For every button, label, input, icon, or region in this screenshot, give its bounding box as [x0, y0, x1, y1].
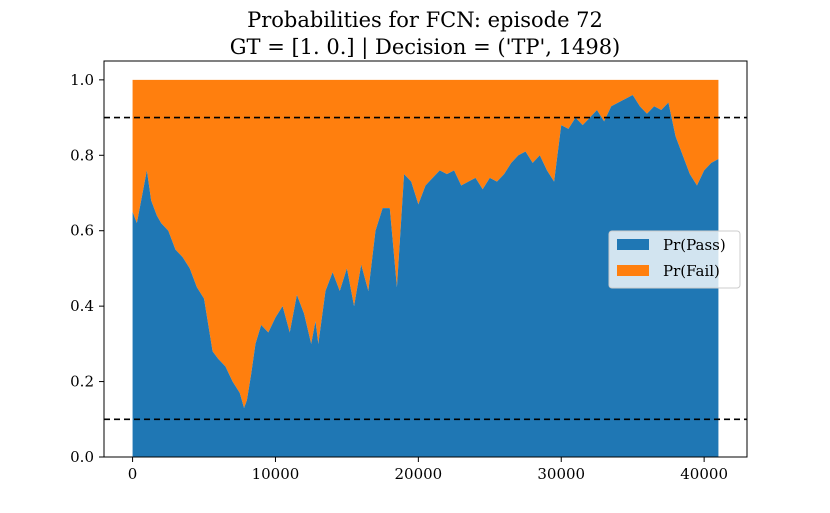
legend-swatch-pass	[617, 239, 649, 250]
y-tick-label: 0.8	[70, 146, 94, 164]
x-tick-label: 40000	[680, 465, 728, 483]
chart-title-line-2: GT = [1. 0.] | Decision = ('TP', 1498)	[230, 35, 621, 60]
y-tick-label: 0.4	[70, 297, 94, 315]
y-tick-label: 1.0	[70, 71, 94, 89]
legend-swatch-fail	[617, 265, 649, 276]
chart-title-line-1: Probabilities for FCN: episode 72	[247, 8, 603, 32]
axes-frame	[103, 60, 748, 458]
legend-label-pass: Pr(Pass)	[663, 236, 726, 254]
x-tick-label: 10000	[252, 465, 300, 483]
y-tick-label: 0.6	[70, 222, 94, 240]
x-tick-label: 20000	[394, 465, 442, 483]
area-fail	[132, 79, 719, 408]
x-tick-label: 0	[128, 465, 138, 483]
y-tick-label: 0.0	[70, 448, 94, 466]
plot-area	[104, 79, 747, 457]
y-tick-label: 0.2	[70, 373, 94, 391]
axes: 0 10000 20000 30000 40000 0.0 0.2 0.4 0.6 0.8 1.0	[70, 60, 748, 483]
legend-label-fail: Pr(Fail)	[663, 262, 720, 280]
area-pass	[132, 94, 719, 457]
legend: Pr(Pass) Pr(Fail)	[608, 230, 741, 289]
x-tick-label: 30000	[537, 465, 585, 483]
